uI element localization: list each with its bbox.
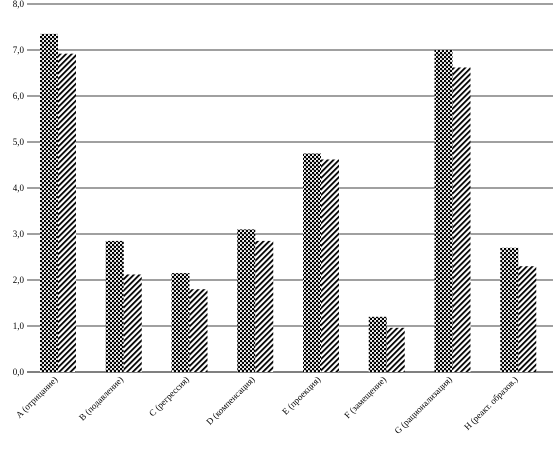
x-category-label: E (проекция) (280, 374, 322, 416)
bar-series-1-1 (40, 33, 58, 373)
x-category-label: G (рационализация) (392, 374, 453, 435)
y-tick-label: 7,0 (13, 45, 25, 55)
bar-series-1-7 (434, 50, 453, 372)
bar-series-2-6 (386, 327, 405, 372)
bar-series-2-2 (123, 274, 142, 372)
y-tick-label: 3,0 (13, 229, 25, 239)
bar-series-2-5 (321, 159, 339, 372)
y-axis-ticks: 0,0 1,0 2,0 3,0 4,0 5,0 6,0 7,0 8,0 (13, 0, 25, 377)
bar-series-2-7 (452, 67, 471, 372)
y-tick-label: 4,0 (13, 183, 25, 193)
bars (40, 33, 537, 373)
bar-series-1-5 (303, 153, 321, 372)
bar-series-1-8 (500, 247, 519, 372)
x-category-label: H (реакт. образов.) (462, 374, 520, 432)
x-category-label: F (замещение) (342, 374, 388, 420)
x-category-label: B (подавление) (77, 374, 125, 422)
bar-series-1-2 (105, 240, 124, 372)
x-category-label: A (отрицание) (14, 374, 60, 420)
x-axis-labels: A (отрицание) B (подавление) C (регрессия)… (14, 374, 520, 435)
bar-series-2-1 (58, 53, 76, 373)
bar-series-1-3 (171, 273, 190, 372)
x-category-label: C (регрессия) (147, 374, 191, 418)
y-tick-label: 0,0 (13, 367, 25, 377)
y-tick-label: 5,0 (13, 137, 25, 147)
bar-series-2-8 (518, 266, 537, 372)
x-category-label: D (компенсация) (204, 374, 256, 426)
y-tick-label: 8,0 (13, 0, 25, 9)
bar-series-2-3 (189, 289, 208, 372)
y-tick-label: 6,0 (13, 91, 25, 101)
y-tick-label: 1,0 (13, 321, 25, 331)
y-tick-label: 2,0 (13, 275, 25, 285)
bar-series-2-4 (255, 240, 274, 372)
bar-series-1-6 (368, 316, 387, 372)
bar-series-1-4 (237, 229, 256, 372)
